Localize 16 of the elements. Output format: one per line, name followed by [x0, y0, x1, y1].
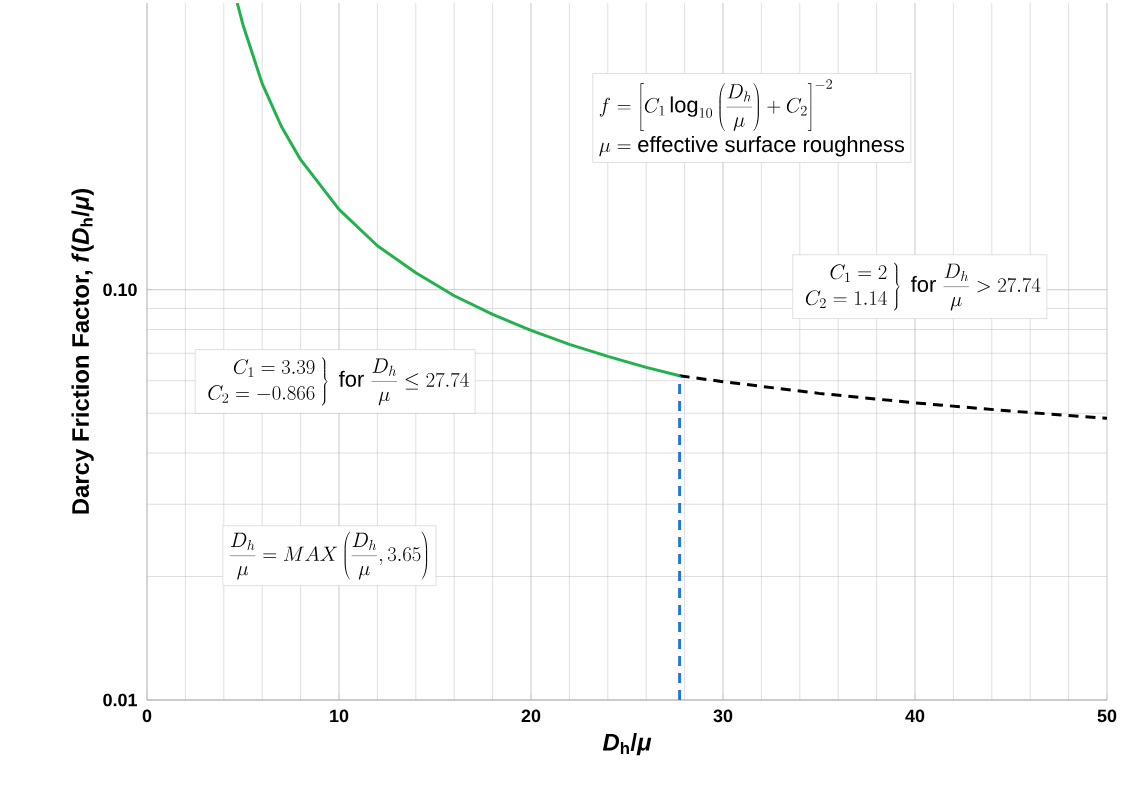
x-tick-label: 20 — [521, 709, 541, 723]
y-axis-title: Darcy Friction Factor, f(D$_{h}$/μ) — [71, 189, 94, 514]
annotation: $\mu = \textrm{effective surface roughness}$ — [599, 136, 905, 157]
x-tick-label: 30 — [713, 709, 733, 723]
annotation: $\left.\begin{array}{r}C_1 = 3.39\\ C_2 = -0.866\end{array}\right\}\ \textrm{for}\ \frac{D_h}{\mu} \le 27.74$ — [208, 357, 469, 406]
x-tick-label: 0 — [142, 709, 152, 723]
x-tick-label: 50 — [1097, 709, 1117, 723]
annotation: $\left.\begin{array}{r}C_1 = 2\\ C_2 = 1.14\end{array}\right\}\ \textrm{for}\ \frac{D_h}{\mu} > 27.74$ — [805, 262, 1041, 311]
x-axis-title: D$_{h}$/μ — [602, 733, 652, 756]
line-series — [678, 374, 1108, 420]
y-tick-label: 0.10 — [103, 283, 137, 297]
x-tick-label: 40 — [905, 709, 925, 723]
annotation: $f = \left[C_1 \log_{10}\left(\frac{D_h}{\mu}\right) + C_2\right]^{-2}$ — [599, 79, 832, 132]
x-tick-label: 10 — [330, 709, 349, 723]
y-tick-label: 0.01 — [103, 693, 137, 707]
annotation: $\frac{D_h}{\mu} = MAX\left(\frac{D_h}{\mu}, 3.65\right)$ — [230, 531, 428, 580]
